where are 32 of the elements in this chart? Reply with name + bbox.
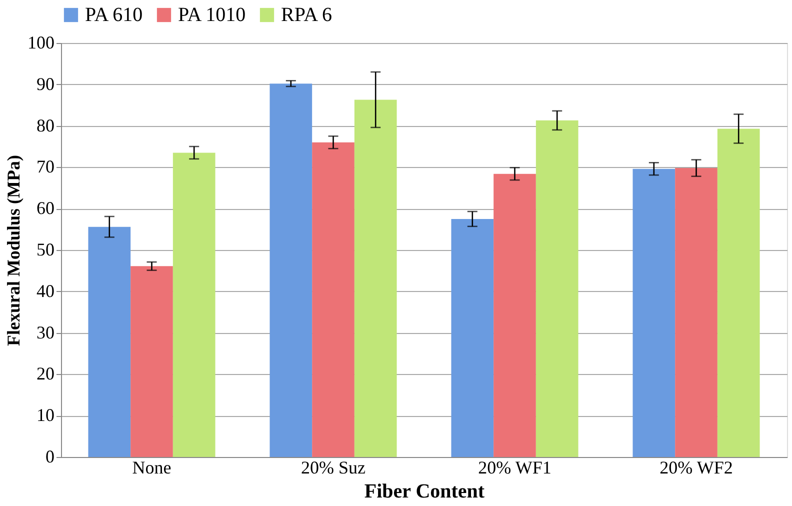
- legend-label: PA 1010: [178, 4, 246, 26]
- x-tick-label: 20% Suz: [301, 458, 366, 478]
- y-tick-label: 20: [36, 364, 54, 384]
- y-tick-label: 100: [28, 32, 54, 52]
- y-tick-label: 30: [36, 322, 54, 342]
- bar: [717, 128, 760, 457]
- bar: [270, 84, 312, 457]
- bar: [451, 218, 494, 457]
- bar: [88, 226, 131, 457]
- legend-label: RPA 6: [281, 4, 332, 26]
- y-tick-label: 60: [36, 198, 54, 218]
- x-tick-label: 20% WF1: [478, 458, 552, 478]
- bar: [494, 174, 536, 457]
- bar: [312, 142, 354, 457]
- legend-label: PA 610: [85, 4, 143, 26]
- x-axis-title: Fiber Content: [364, 480, 485, 502]
- y-tick-label: 70: [36, 156, 54, 177]
- y-tick-label: 40: [36, 280, 54, 301]
- y-tick-label: 80: [36, 115, 54, 136]
- bar: [536, 120, 578, 457]
- y-tick-label: 10: [36, 405, 54, 426]
- bar: [130, 266, 173, 457]
- x-tick-label: None: [132, 458, 172, 478]
- bar: [675, 168, 718, 457]
- y-tick-label: 90: [36, 74, 54, 94]
- x-tick-label: 20% WF2: [660, 458, 733, 478]
- bar: [172, 152, 216, 457]
- y-tick-label: 50: [36, 240, 54, 260]
- bar: [354, 100, 397, 457]
- y-tick-label: 0: [46, 446, 54, 466]
- bar: [632, 168, 676, 457]
- y-axis-title: Flexural Modulus (MPa): [4, 155, 24, 346]
